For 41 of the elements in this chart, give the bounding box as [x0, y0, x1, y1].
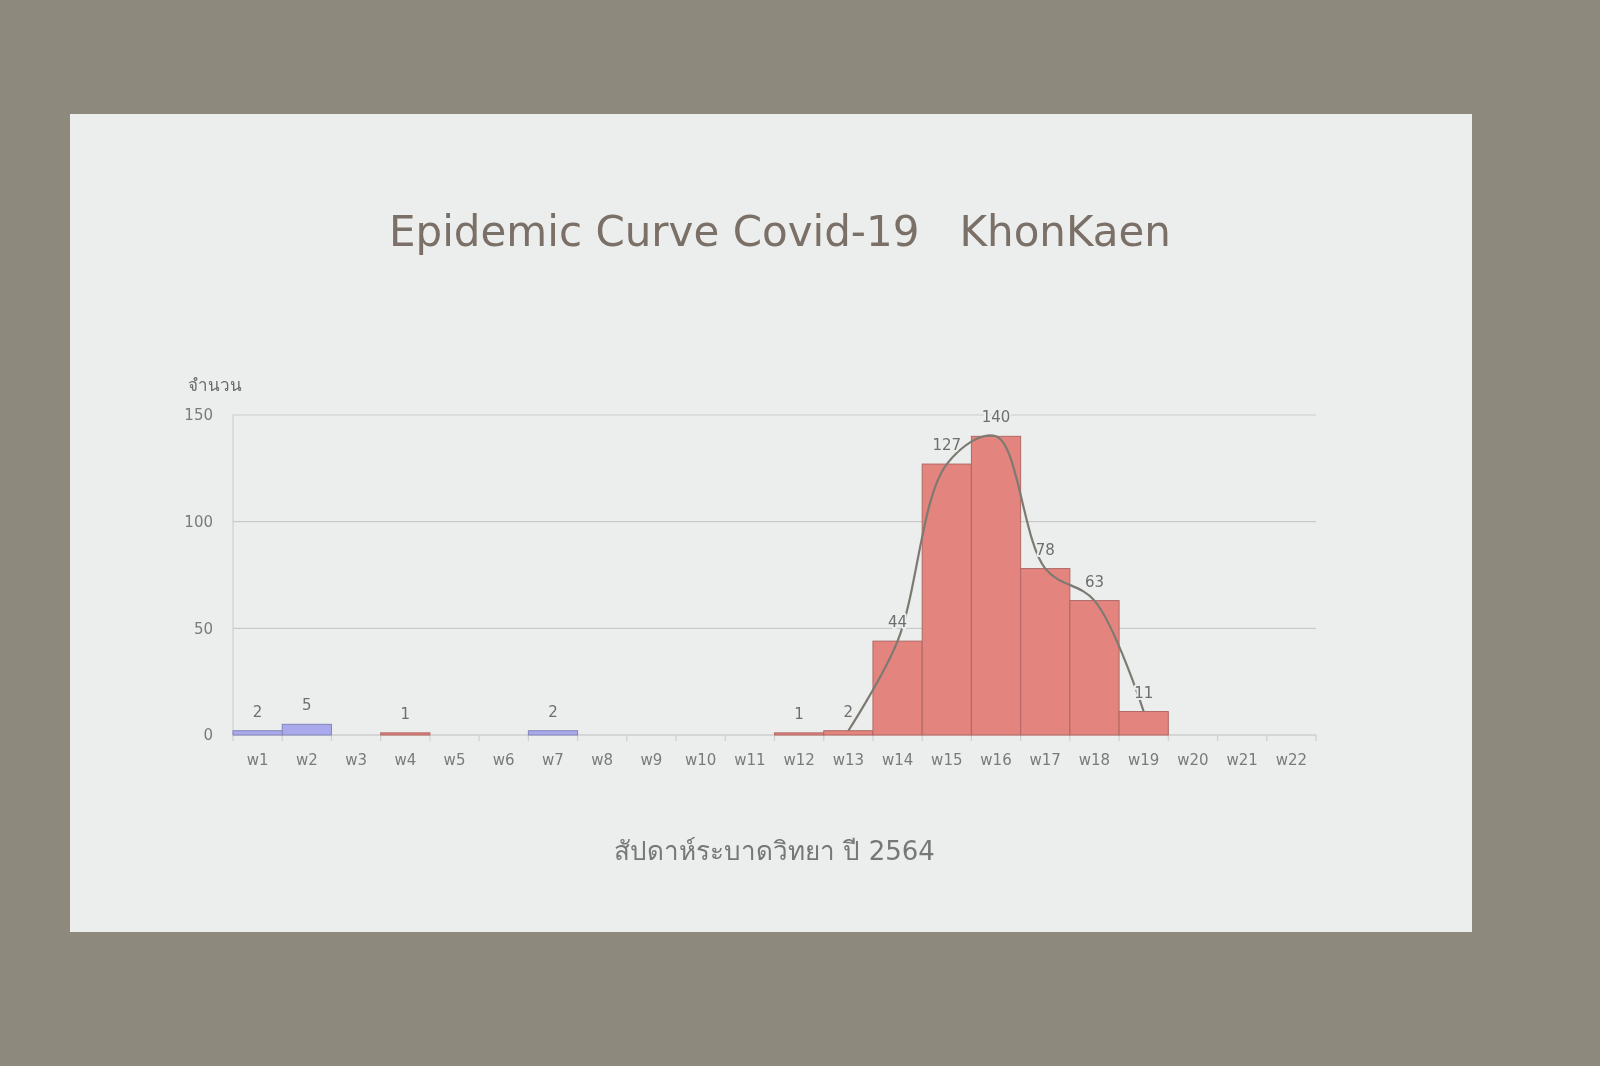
x-tick-label: w14 — [881, 751, 914, 769]
y-tick-label: 100 — [184, 512, 213, 531]
chart-title: Epidemic Curve Covid-19 KhonKaen — [389, 207, 1171, 256]
x-axis-title: สัปดาห์ระบาดวิทยา ปี 2564 — [614, 836, 935, 866]
data-label: 140 — [981, 408, 1011, 427]
x-tick-label: w16 — [980, 751, 1012, 769]
x-tick-label: w13 — [832, 751, 865, 769]
bar — [380, 732, 431, 736]
data-label: 2 — [843, 702, 854, 721]
x-tick-label: w9 — [640, 751, 663, 769]
x-tick-label: w12 — [783, 751, 815, 769]
x-tick-label: w5 — [443, 751, 466, 769]
y-axis-title: จำนวน — [188, 375, 242, 395]
x-tick-label: w3 — [345, 751, 367, 769]
x-tick-label: w7 — [542, 751, 564, 769]
data-label: 78 — [1035, 540, 1055, 559]
x-tick-label: w1 — [246, 751, 269, 769]
y-tick-label: 50 — [193, 619, 213, 638]
x-tick-label: w15 — [931, 751, 963, 769]
x-tick-label: w4 — [394, 751, 417, 769]
data-label: 5 — [302, 696, 312, 715]
data-label: 1 — [400, 704, 411, 723]
x-tick-label: w20 — [1177, 751, 1209, 769]
x-tick-label: w11 — [734, 751, 766, 769]
data-label: 2 — [252, 702, 263, 721]
y-tick-label: 150 — [184, 406, 213, 425]
y-tick-label: 0 — [203, 726, 213, 745]
x-tick-label: w22 — [1275, 751, 1308, 769]
data-label: 127 — [932, 436, 962, 455]
data-label: 63 — [1084, 572, 1105, 591]
data-label: 1 — [794, 704, 804, 723]
bar — [527, 730, 579, 736]
x-tick-label: w17 — [1029, 751, 1061, 769]
x-tick-label: w10 — [684, 751, 717, 769]
x-tick-label: w19 — [1128, 751, 1160, 769]
x-tick-label: w18 — [1078, 751, 1111, 769]
x-tick-label: w21 — [1226, 751, 1258, 769]
x-tick-label: w8 — [591, 751, 614, 769]
x-tick-label: w2 — [295, 751, 318, 769]
data-label: 2 — [548, 702, 558, 721]
x-tick-label: w6 — [492, 751, 515, 769]
